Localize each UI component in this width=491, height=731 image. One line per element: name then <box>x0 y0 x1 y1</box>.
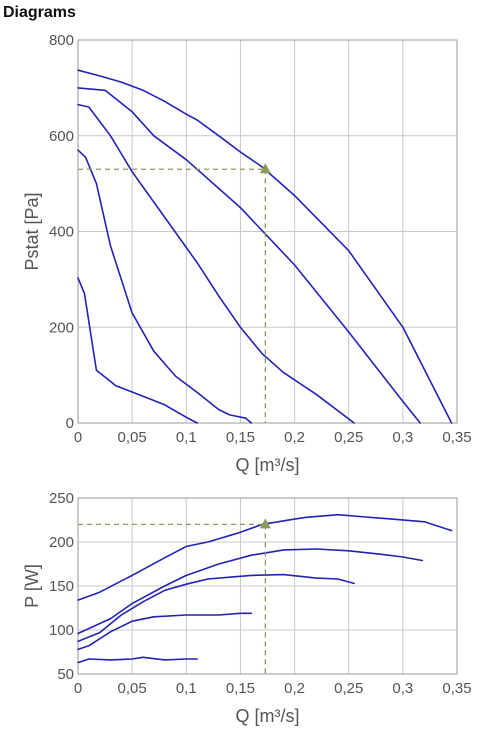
chart2-y-tick-label: 100 <box>49 622 74 639</box>
chart1-operating-point-marker <box>259 163 271 174</box>
chart1-series-5-line <box>77 277 198 424</box>
chart1: 0 0,05 0,1 0,15 0,2 0,25 0,3 0,35 0 200 400 600 800 Q… <box>22 32 472 475</box>
chart1-x-tick-label: 0,3 <box>392 429 413 446</box>
chart1-x-tick-label: 0,1 <box>176 429 197 446</box>
chart1-y-tick-label: 800 <box>49 32 74 49</box>
chart2-y-tick-label: 50 <box>57 666 74 683</box>
chart1-series-3-line <box>77 103 355 424</box>
chart1-x-tick-label: 0,2 <box>284 429 305 446</box>
chart1-x-tick-label: 0 <box>74 429 82 446</box>
chart2-y-tick-label: 200 <box>49 534 74 551</box>
chart2: 0 0,05 0,1 0,15 0,2 0,25 0,3 0,35 50 100 150 200 250… <box>22 490 472 726</box>
chart2-operating-point-marker <box>259 518 271 529</box>
chart2-x-tick-label: 0,3 <box>392 680 413 697</box>
chart2-series-5-line <box>77 656 198 664</box>
chart1-y-tick-label: 200 <box>49 319 74 336</box>
chart1-x-tick-label: 0,05 <box>118 429 147 446</box>
chart2-series-2-line <box>77 548 424 635</box>
chart2-x-tick-label: 0,25 <box>334 680 363 697</box>
page-title: Diagrams <box>3 4 76 21</box>
chart2-x-tick-label: 0,1 <box>176 680 197 697</box>
chart2-x-tick-label: 0 <box>74 680 82 697</box>
chart2-y-tick-label: 250 <box>49 490 74 507</box>
chart1-y-tick-label: 400 <box>49 224 74 241</box>
chart1-series-4-line <box>77 149 253 424</box>
chart1-x-axis-title: Q [m³/s] <box>236 455 300 475</box>
chart1-y-tick-label: 0 <box>66 415 74 432</box>
chart2-x-tick-label: 0,2 <box>284 680 305 697</box>
chart2-x-axis-title: Q [m³/s] <box>236 706 300 726</box>
chart2-x-tick-label: 0,35 <box>442 680 471 697</box>
chart1-series-2-line <box>77 87 422 424</box>
chart2-series-4-line <box>77 612 253 651</box>
chart2-x-tick-label: 0,15 <box>226 680 255 697</box>
chart2-x-tick-label: 0,05 <box>118 680 147 697</box>
chart2-frame <box>77 497 458 675</box>
chart2-y-tick-label: 150 <box>49 578 74 595</box>
chart1-y-tick-label: 600 <box>49 128 74 145</box>
chart1-x-tick-label: 0,25 <box>334 429 363 446</box>
chart1-series-1-line <box>77 69 453 424</box>
chart1-frame <box>77 39 458 424</box>
chart2-series-3-line <box>77 573 355 643</box>
chart1-x-tick-label: 0,15 <box>226 429 255 446</box>
chart1-x-tick-label: 0,35 <box>442 429 471 446</box>
chart2-y-axis-title: P [W] <box>22 564 42 608</box>
chart1-y-axis-title: Pstat [Pa] <box>22 192 42 270</box>
